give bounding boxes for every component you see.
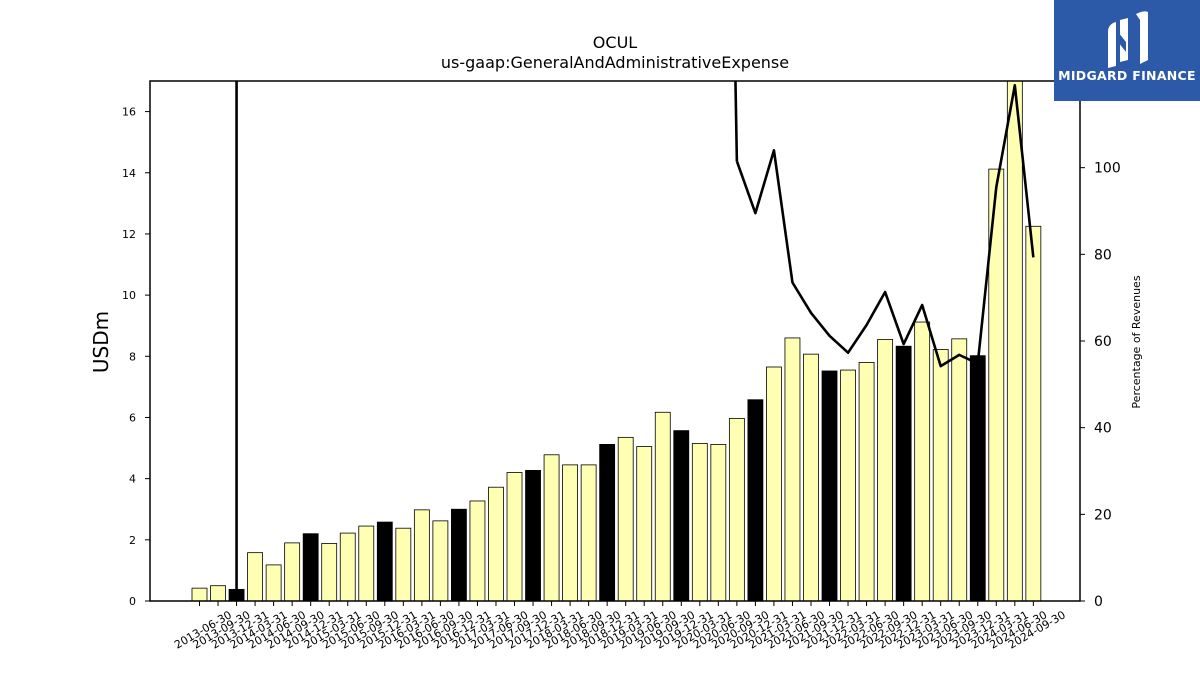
midgard-logo-icon xyxy=(1108,11,1148,68)
bar xyxy=(580,464,597,601)
bar xyxy=(858,362,875,601)
bar xyxy=(562,464,578,601)
y2-tick-label: 100 xyxy=(1094,161,1121,177)
bar xyxy=(840,369,856,601)
bar xyxy=(914,321,931,601)
brand-logo: MIDGARD FINANCE xyxy=(1054,0,1200,101)
bar xyxy=(1025,225,1042,601)
y-tick-label: 16 xyxy=(122,106,136,119)
y-tick-label: 6 xyxy=(129,411,136,424)
bar xyxy=(395,527,412,601)
bar xyxy=(617,436,634,601)
bar xyxy=(469,500,486,601)
y-tick-label: 0 xyxy=(129,595,136,608)
y-tick-label: 12 xyxy=(122,228,136,241)
y-tick-label: 8 xyxy=(129,350,136,363)
bar xyxy=(710,443,727,601)
series-line xyxy=(735,84,1035,368)
y2-tick-label: 0 xyxy=(1094,594,1103,610)
y-tick-label: 10 xyxy=(122,289,136,302)
bar xyxy=(543,454,560,601)
bar xyxy=(988,168,1005,601)
bar-series xyxy=(191,81,1042,601)
bar xyxy=(803,353,819,601)
bar xyxy=(821,370,838,601)
bar xyxy=(525,469,541,601)
y2-axis-label: Percentage of Revenues xyxy=(1130,275,1143,408)
y2-tick-label: 80 xyxy=(1094,247,1112,263)
y2-tick-label: 60 xyxy=(1094,334,1112,350)
bar xyxy=(951,338,968,601)
bar xyxy=(506,472,523,601)
y-tick-label: 4 xyxy=(129,473,136,486)
line-series xyxy=(235,81,1035,601)
bar xyxy=(895,345,912,601)
bar xyxy=(247,552,263,601)
bar xyxy=(877,339,894,601)
bar xyxy=(784,337,801,601)
y-axis-label: USDm xyxy=(89,311,113,373)
y-tick-label: 14 xyxy=(122,167,136,180)
bar xyxy=(747,399,764,601)
bar xyxy=(766,366,782,601)
bar xyxy=(210,585,226,601)
y2-tick-label: 20 xyxy=(1094,507,1112,523)
logo-text: MIDGARD FINANCE xyxy=(1058,68,1196,83)
bar xyxy=(284,542,301,601)
bar xyxy=(636,446,653,601)
bar xyxy=(321,543,338,601)
bar xyxy=(1006,81,1023,601)
bar xyxy=(969,355,986,601)
bar xyxy=(432,520,449,601)
chart-title: OCUL xyxy=(593,33,637,52)
series-line-lead xyxy=(734,81,739,162)
chart-subtitle: us-gaap:GeneralAndAdministrativeExpense xyxy=(441,53,789,72)
bar xyxy=(488,486,504,601)
plot-area: 02468101214160204060801002013-06-302013-… xyxy=(122,80,1121,652)
bar xyxy=(451,508,467,601)
bar xyxy=(728,417,745,601)
bar xyxy=(691,443,708,601)
bar xyxy=(265,564,282,601)
bar xyxy=(191,587,208,601)
bar xyxy=(932,349,949,601)
y-tick-label: 2 xyxy=(129,534,136,547)
bar xyxy=(654,411,671,601)
bar xyxy=(302,533,319,601)
bar xyxy=(599,443,616,601)
bar xyxy=(413,509,430,601)
bar xyxy=(673,430,690,601)
y2-tick-label: 40 xyxy=(1094,421,1112,437)
bar xyxy=(339,532,356,601)
bar xyxy=(376,521,393,601)
bar xyxy=(358,525,375,601)
